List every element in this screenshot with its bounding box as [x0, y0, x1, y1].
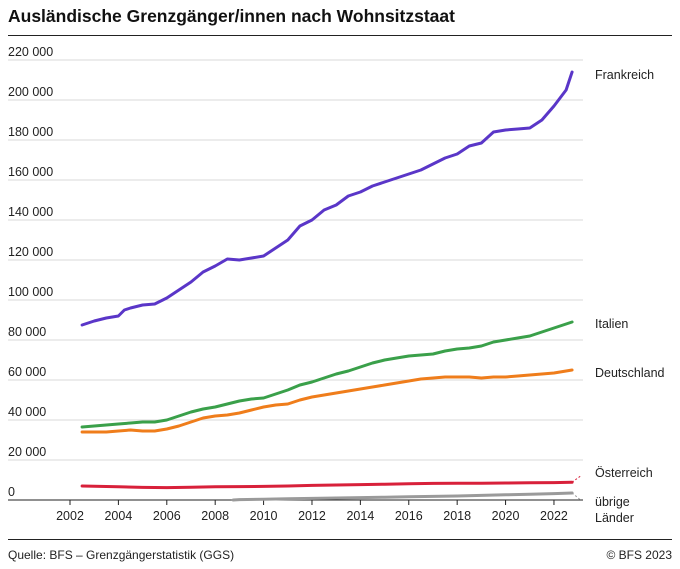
y-tick-label: 40 000 [8, 405, 46, 419]
series-line-oesterreich [80, 480, 574, 490]
y-tick-label: 60 000 [8, 365, 46, 379]
series-label-italien: Italien [595, 317, 628, 331]
label-connector [571, 492, 581, 501]
tick-labels: 0 20 000 40 000 60 000 80 000 100 000 120 000 1… [8, 45, 568, 523]
y-tick-label: 100 000 [8, 285, 53, 299]
series-label-uebrige-länder: übrige Länder [595, 495, 634, 525]
x-tick-label: 2020 [492, 509, 520, 523]
series-label-frankreich: Frankreich [595, 68, 654, 82]
x-tick-label: 2002 [56, 509, 84, 523]
label-connector [571, 475, 581, 483]
y-tick-label: 220 000 [8, 45, 53, 59]
series-lines [80, 70, 574, 502]
x-tick-label: 2004 [104, 509, 132, 523]
footer-divider [8, 539, 672, 540]
y-tick-label: 0 [8, 485, 15, 499]
series-line-frankreich [80, 70, 574, 327]
series-label-deutschland: Deutschland [595, 366, 665, 380]
y-tick-label: 200 000 [8, 85, 53, 99]
x-tick-label: 2006 [153, 509, 181, 523]
series-label-oesterreich: Österreich [595, 466, 653, 480]
series-line-uebrige-länder [231, 491, 574, 502]
y-tick-label: 20 000 [8, 445, 46, 459]
source-note: Quelle: BFS – Grenzgängerstatistik (GGS) [8, 548, 235, 562]
y-tick-label: 140 000 [8, 205, 53, 219]
x-tick-label: 2014 [346, 509, 374, 523]
x-tick-label: 2012 [298, 509, 326, 523]
copyright-note: © BFS 2023 [606, 548, 672, 562]
series-line-deutschland [80, 368, 574, 434]
series-line-italien [80, 320, 574, 429]
y-tick-label: 180 000 [8, 125, 53, 139]
title-divider [8, 35, 672, 36]
x-tick-label: 2022 [540, 509, 568, 523]
y-tick-label: 160 000 [8, 165, 53, 179]
x-tick-label: 2018 [443, 509, 471, 523]
y-tick-label: 80 000 [8, 325, 46, 339]
x-tick-label: 2008 [201, 509, 229, 523]
series-labels: Frankreich Italien Deutschland Österreich üb… [571, 68, 665, 525]
gridlines [8, 59, 583, 461]
x-tick-label: 2010 [250, 509, 278, 523]
chart-title: Ausländische Grenzgänger/innen nach Wohn… [8, 6, 455, 26]
y-tick-label: 120 000 [8, 245, 53, 259]
x-tick-label: 2016 [395, 509, 423, 523]
